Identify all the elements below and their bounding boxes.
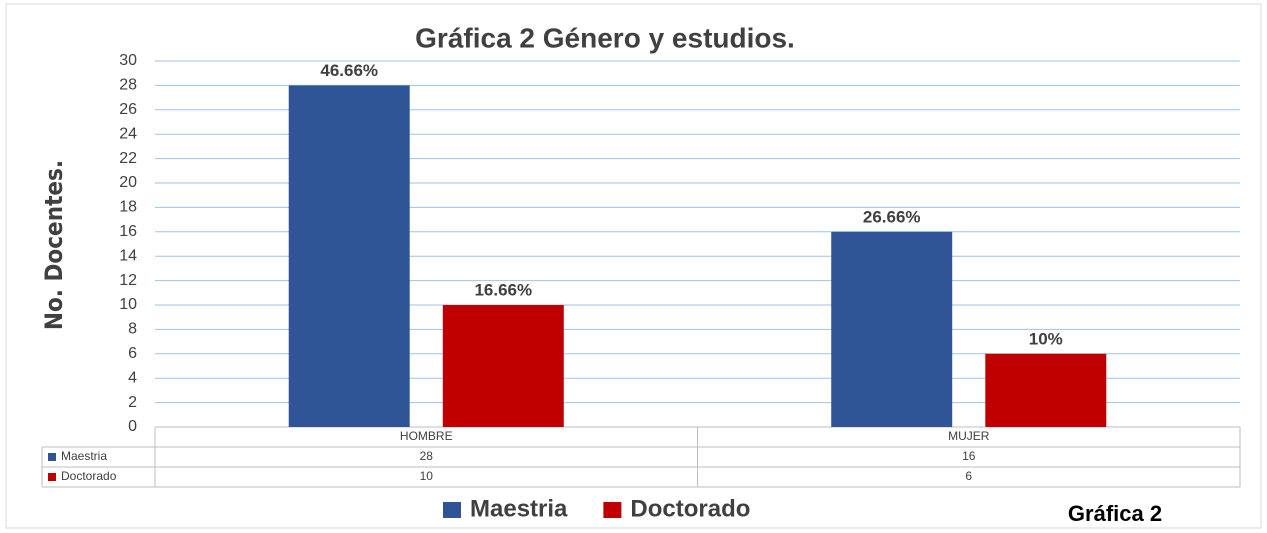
y-axis-label: No. Docentes. — [40, 160, 68, 330]
table-value: 28 — [420, 449, 434, 463]
table-legend-swatch — [48, 473, 56, 481]
chart-title: Gráfica 2 Género y estudios. — [415, 22, 795, 53]
table-legend-label: Maestria — [61, 449, 107, 463]
data-label: 46.66% — [320, 61, 378, 80]
table-legend-swatch — [48, 453, 56, 461]
footer: Gráfica 2 — [1068, 501, 1162, 526]
y-tick-label: 12 — [119, 272, 137, 289]
data-label: 16.66% — [474, 280, 532, 299]
table-legend-label: Doctorado — [61, 469, 117, 483]
bar — [442, 305, 564, 427]
y-tick-label: 6 — [128, 345, 137, 362]
legend-swatch — [443, 502, 461, 518]
y-tick-label: 18 — [119, 199, 137, 216]
y-tick-label: 24 — [119, 125, 137, 142]
table-value: 10 — [420, 469, 434, 483]
y-tick-label: 28 — [119, 77, 137, 94]
table-value: 6 — [965, 469, 972, 483]
bar — [831, 231, 953, 427]
y-tick-label: 4 — [128, 369, 137, 386]
y-tick-label: 14 — [119, 247, 137, 264]
data-label: 10% — [1029, 329, 1063, 348]
legend-swatch — [603, 502, 622, 518]
y-tick-label: 0 — [128, 418, 137, 435]
y-tick-label: 8 — [128, 321, 137, 338]
x-tick-label: HOMBRE — [400, 429, 453, 443]
data-label: 26.66% — [863, 207, 921, 226]
y-tick-label: 20 — [119, 174, 137, 191]
chart-frame — [5, 3, 1262, 529]
y-tick-label: 10 — [119, 296, 137, 313]
table-value: 16 — [962, 449, 976, 463]
x-tick-label: MUJER — [948, 429, 990, 443]
legend-label: Maestria — [470, 495, 568, 522]
y-tick-label: 2 — [128, 394, 137, 411]
y-tick-label: 22 — [119, 150, 137, 167]
bar — [985, 353, 1107, 427]
bar — [288, 85, 410, 428]
y-tick-label: 16 — [119, 223, 137, 240]
y-tick-label: 26 — [119, 101, 137, 118]
y-tick-label: 30 — [119, 52, 137, 69]
legend-label: Doctorado — [630, 495, 750, 522]
